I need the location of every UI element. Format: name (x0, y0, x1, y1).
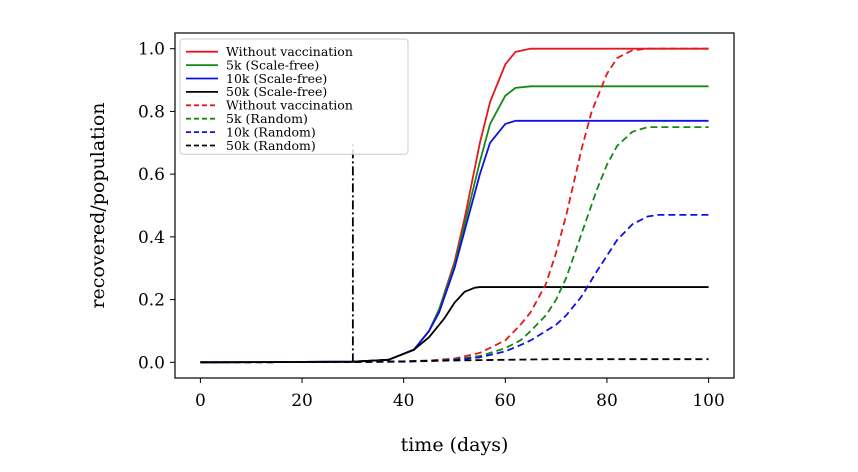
x-tick-label: 20 (291, 391, 313, 411)
x-tick-label: 40 (393, 391, 415, 411)
series-line-7 (200, 358, 709, 364)
legend-label: 10k (Random) (226, 124, 316, 139)
legend-box (179, 38, 409, 155)
y-tick-label: 0.2 (138, 291, 165, 311)
series-layer (200, 47, 709, 364)
x-tick-label: 80 (596, 391, 618, 411)
x-axis-ticks: 0 20 40 60 80 100 (195, 378, 725, 411)
x-tick-label: 60 (494, 391, 516, 411)
y-tick-label: 1.0 (138, 40, 165, 60)
x-axis-label: time (days) (401, 434, 509, 456)
legend-label: 50k (Scale-free) (226, 84, 327, 99)
legend-label: Without vaccination (226, 44, 353, 59)
series-line-2 (200, 119, 709, 364)
series-line-6 (200, 214, 709, 364)
legend-label: 5k (Random) (226, 111, 308, 126)
y-tick-label: 0.4 (138, 228, 165, 248)
y-tick-label: 0.8 (138, 102, 165, 122)
plot-frame (174, 32, 735, 379)
series-line-3 (200, 286, 709, 364)
y-axis-label: recovered/population (87, 102, 109, 308)
series-line-5 (200, 126, 709, 364)
legend-label: 5k (Scale-free) (226, 57, 319, 72)
x-tick-label: 0 (195, 391, 206, 411)
legend-label: Without vaccination (226, 98, 353, 113)
legend-label: 10k (Scale-free) (226, 71, 327, 86)
y-axis-ticks: 0.0 0.2 0.4 0.6 0.8 1.0 (138, 40, 175, 373)
y-tick-label: 0.0 (138, 353, 165, 373)
legend-label: 50k (Random) (226, 138, 316, 153)
x-tick-label: 100 (692, 391, 724, 411)
y-tick-label: 0.6 (138, 165, 165, 185)
